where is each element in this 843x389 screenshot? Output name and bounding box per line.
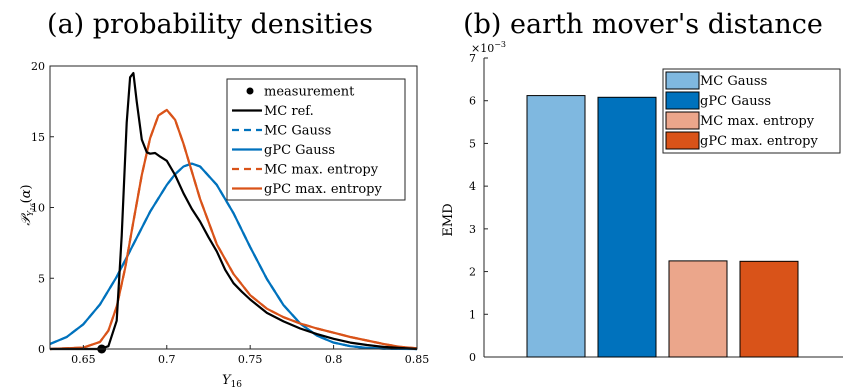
emd-y-axis-label: EMD — [441, 203, 456, 236]
density-x-axis-label: Y16 — [222, 373, 242, 389]
density-x-tick-label: 0.75 — [238, 353, 263, 366]
density-line-mc-ref — [50, 72, 418, 351]
density-y-tick-label: 15 — [31, 131, 45, 144]
legend-marker — [246, 87, 254, 95]
density-y-tick-label: 20 — [31, 60, 45, 73]
legend-swatch — [665, 91, 700, 110]
density-panel: (a) probability densities 0.65 0.7 0.75 0.8… — [19, 9, 429, 389]
density-y-tick-label: 5 — [38, 272, 45, 285]
density-line-gpc-gauss — [49, 162, 418, 351]
legend-label: MC Gauss — [700, 74, 767, 89]
density-chart-title: (a) probability densities — [47, 9, 373, 40]
svg-text:Y16: Y16 — [222, 373, 242, 389]
density-y-tick-label: 10 — [31, 202, 45, 215]
density-y-tick-label: 0 — [38, 343, 45, 356]
legend-swatch — [665, 71, 700, 90]
density-x-tick-label: 0.85 — [405, 353, 430, 366]
legend-label: MC max. entropy — [264, 163, 379, 178]
emd-bar-mc-max-entropy — [668, 260, 728, 358]
legend-label: measurement — [264, 85, 355, 100]
legend-label: gPC Gauss — [700, 94, 771, 109]
legend-swatch — [665, 131, 700, 150]
emd-bar-mc-gauss — [526, 95, 586, 358]
density-y-axis-label: 𝒫Y16(α) — [19, 184, 37, 225]
legend-label: gPC Gauss — [264, 143, 335, 158]
emd-y-tick-label: 5 — [469, 137, 476, 150]
emd-plot-area: 0 1 2 3 4 5 6 7 — [469, 52, 843, 364]
legend-label: MC max. entropy — [700, 114, 815, 129]
emd-y-exponent: ×10−3 — [471, 40, 506, 55]
svg-text:×10−3: ×10−3 — [471, 40, 506, 55]
legend-swatch — [665, 111, 700, 130]
legend-label: gPC max. entropy — [700, 134, 818, 149]
emd-y-tick-label: 7 — [469, 52, 476, 65]
emd-y-tick-label: 1 — [469, 308, 476, 321]
emd-y-tick-label: 3 — [469, 223, 476, 236]
emd-chart-title: (b) earth mover's distance — [463, 9, 823, 40]
density-line-gpc-max-entropy — [49, 108, 418, 351]
legend-label: gPC max. entropy — [264, 182, 382, 197]
emd-y-tick-label: 4 — [469, 180, 476, 193]
density-x-tick-label: 0.7 — [158, 353, 176, 366]
emd-y-tick-label: 0 — [469, 351, 476, 364]
density-x-tick-label: 0.8 — [325, 353, 343, 366]
density-plot-area: 0.65 0.7 0.75 0.8 0.85 0 5 10 15 20 — [31, 60, 429, 366]
emd-bar-gpc-max-entropy — [739, 260, 799, 358]
emd-legend: MC Gauss gPC Gauss MC max. entropy gPC max.… — [662, 68, 841, 154]
density-x-tick-label: 0.65 — [71, 353, 96, 366]
legend-label: MC Gauss — [264, 124, 331, 139]
emd-y-tick-label: 2 — [469, 266, 476, 279]
svg-text:𝒫Y16(α): 𝒫Y16(α) — [19, 184, 37, 225]
emd-bar-gpc-gauss — [597, 96, 657, 358]
legend-label: MC ref. — [264, 104, 314, 119]
emd-y-tick-label: 6 — [469, 95, 476, 108]
density-legend: measurement MC ref. MC Gauss gPC Gauss MC ma… — [226, 78, 406, 201]
